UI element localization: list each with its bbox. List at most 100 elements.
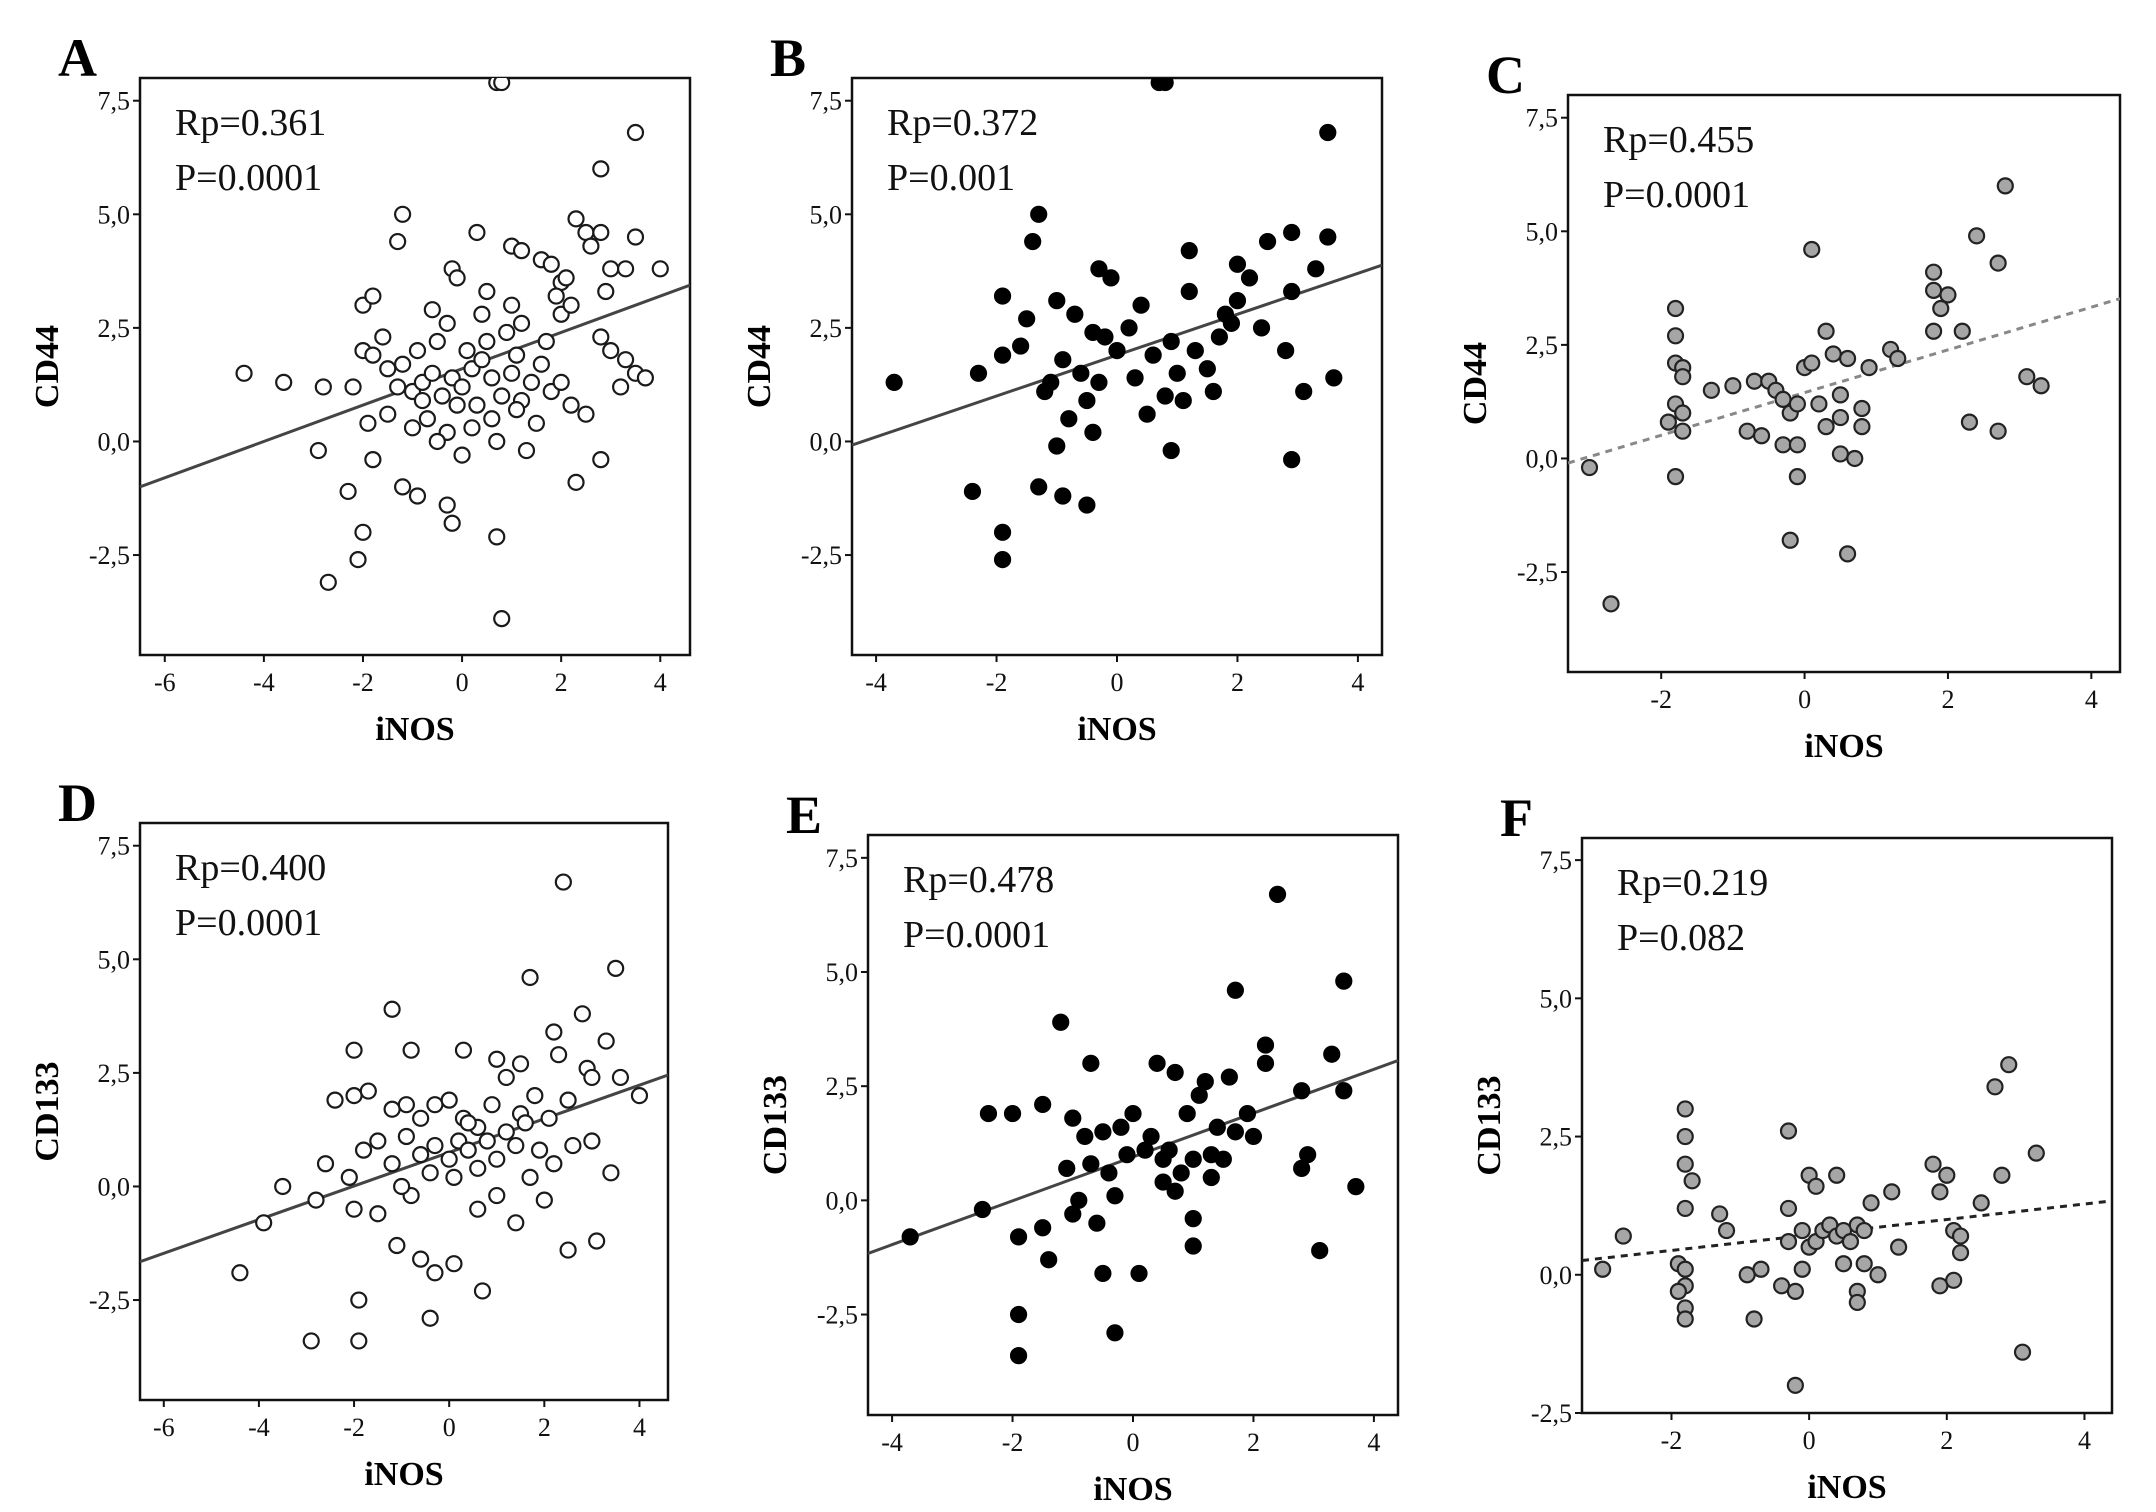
stat-p-f: P=0.082	[1617, 917, 1745, 959]
data-point-f	[1951, 1244, 1970, 1262]
x-tick-label-a: -6	[154, 668, 176, 697]
data-point-d	[345, 1086, 363, 1105]
x-axis-label-f: iNOS	[1807, 1469, 1886, 1506]
data-point-e	[1118, 1146, 1136, 1164]
data-point-d	[526, 1086, 544, 1105]
x-tick-label-d: -4	[248, 1413, 270, 1442]
data-point-a	[537, 332, 555, 351]
data-point-e	[1214, 1150, 1232, 1168]
data-point-c	[1752, 427, 1771, 445]
data-point-b	[963, 482, 982, 501]
data-point-d	[397, 1127, 415, 1146]
data-point-a	[493, 610, 511, 628]
data-point-a	[453, 378, 471, 396]
data-point-d	[421, 1309, 439, 1327]
panel-letter-d: D	[58, 773, 97, 833]
data-point-d	[326, 1091, 344, 1109]
data-point-d	[559, 1091, 577, 1109]
data-point-a	[552, 373, 570, 392]
y-tick-label-a: -2,5	[89, 541, 130, 570]
x-tick-label-f: 2	[1940, 1426, 1953, 1455]
data-point-a	[235, 364, 253, 382]
x-axis-label-d: iNOS	[364, 1456, 443, 1493]
data-point-b	[1162, 332, 1180, 351]
data-point-d	[302, 1332, 320, 1350]
data-point-c	[2018, 368, 2036, 386]
panel-letter-e: E	[786, 785, 822, 845]
panel-letter-c: C	[1486, 45, 1525, 105]
y-tick-label-f: -2,5	[1531, 1399, 1572, 1428]
data-point-d	[483, 1096, 501, 1114]
data-point-e	[1184, 1237, 1202, 1255]
data-point-d	[516, 1114, 534, 1132]
data-point-d	[488, 1050, 506, 1068]
panel-d: D -6 -4 -2 0 2 4 -2,5 0,0 2,5 5,0 7,5 iNOS CD133 Rp=0.…	[29, 773, 670, 1493]
data-point-b	[1054, 487, 1072, 505]
data-point-a	[483, 410, 501, 428]
y-tick-label-b: 5,0	[810, 200, 843, 229]
data-point-d	[397, 1096, 415, 1114]
data-point-a	[616, 260, 635, 278]
data-point-e	[1268, 885, 1287, 903]
data-point-a	[592, 451, 610, 469]
data-point-c	[2032, 377, 2050, 395]
data-point-e	[1009, 1228, 1028, 1246]
x-tick-label-e: 0	[1127, 1428, 1140, 1457]
data-point-b	[1024, 232, 1042, 251]
data-point-a	[468, 223, 486, 242]
x-axis-label-b: iNOS	[1077, 711, 1156, 748]
data-point-f	[1862, 1194, 1880, 1212]
data-point-d	[583, 1132, 601, 1150]
plot-area-c	[1568, 177, 2120, 613]
data-point-d	[255, 1214, 273, 1232]
plot-area-a	[140, 78, 690, 628]
y-axis-label-f: CD133	[1471, 1075, 1508, 1175]
data-point-b	[1120, 319, 1138, 337]
data-point-a	[423, 301, 441, 319]
panel-f: F -2 0 2 4 -2,5 0,0 2,5 5,0 7,5 iNOS CD133 Rp=0.219 P…	[1471, 788, 2114, 1506]
data-point-f	[1945, 1271, 1963, 1289]
data-point-e	[1052, 1013, 1070, 1031]
data-point-d	[412, 1109, 430, 1127]
data-point-b	[1283, 451, 1301, 469]
y-tick-label-d: -2,5	[89, 1286, 130, 1315]
data-point-b	[1168, 364, 1186, 382]
data-point-d	[345, 1200, 363, 1218]
data-point-b	[993, 346, 1012, 364]
data-point-e	[1076, 1127, 1094, 1146]
data-point-e	[1166, 1063, 1184, 1082]
data-point-f	[1711, 1205, 1729, 1223]
data-point-a	[626, 228, 645, 246]
data-point-f	[1924, 1155, 1942, 1173]
data-point-d	[421, 1164, 439, 1182]
data-point-a	[507, 401, 526, 419]
data-point-a	[567, 473, 585, 491]
data-point-c	[1853, 418, 1871, 436]
data-point-a	[522, 373, 541, 392]
data-point-a	[423, 364, 441, 382]
data-point-c	[1803, 240, 1821, 259]
data-point-a	[488, 528, 506, 546]
data-point-e	[1034, 1219, 1052, 1237]
panel-letter-a: A	[58, 28, 97, 88]
data-point-b	[1180, 282, 1198, 301]
x-tick-label-a: 2	[555, 668, 568, 697]
data-point-b	[1144, 346, 1162, 364]
data-point-f	[1676, 1127, 1694, 1146]
data-point-b	[1108, 341, 1126, 360]
data-point-f	[1676, 1260, 1694, 1278]
data-point-a	[602, 341, 620, 360]
data-point-c	[1860, 358, 1878, 377]
data-point-d	[511, 1055, 530, 1073]
plot-frame-a	[138, 76, 692, 657]
data-point-c	[1960, 413, 1979, 431]
data-point-f	[2027, 1144, 2045, 1162]
data-point-b	[1240, 269, 1259, 287]
x-axis-label-c: iNOS	[1804, 728, 1883, 765]
data-point-b	[1162, 441, 1180, 460]
data-point-e	[1190, 1086, 1208, 1104]
x-tick-label-c: -2	[1650, 685, 1672, 714]
data-point-f	[1676, 1155, 1694, 1173]
data-point-f	[1594, 1260, 1612, 1278]
data-point-e	[1293, 1082, 1311, 1100]
